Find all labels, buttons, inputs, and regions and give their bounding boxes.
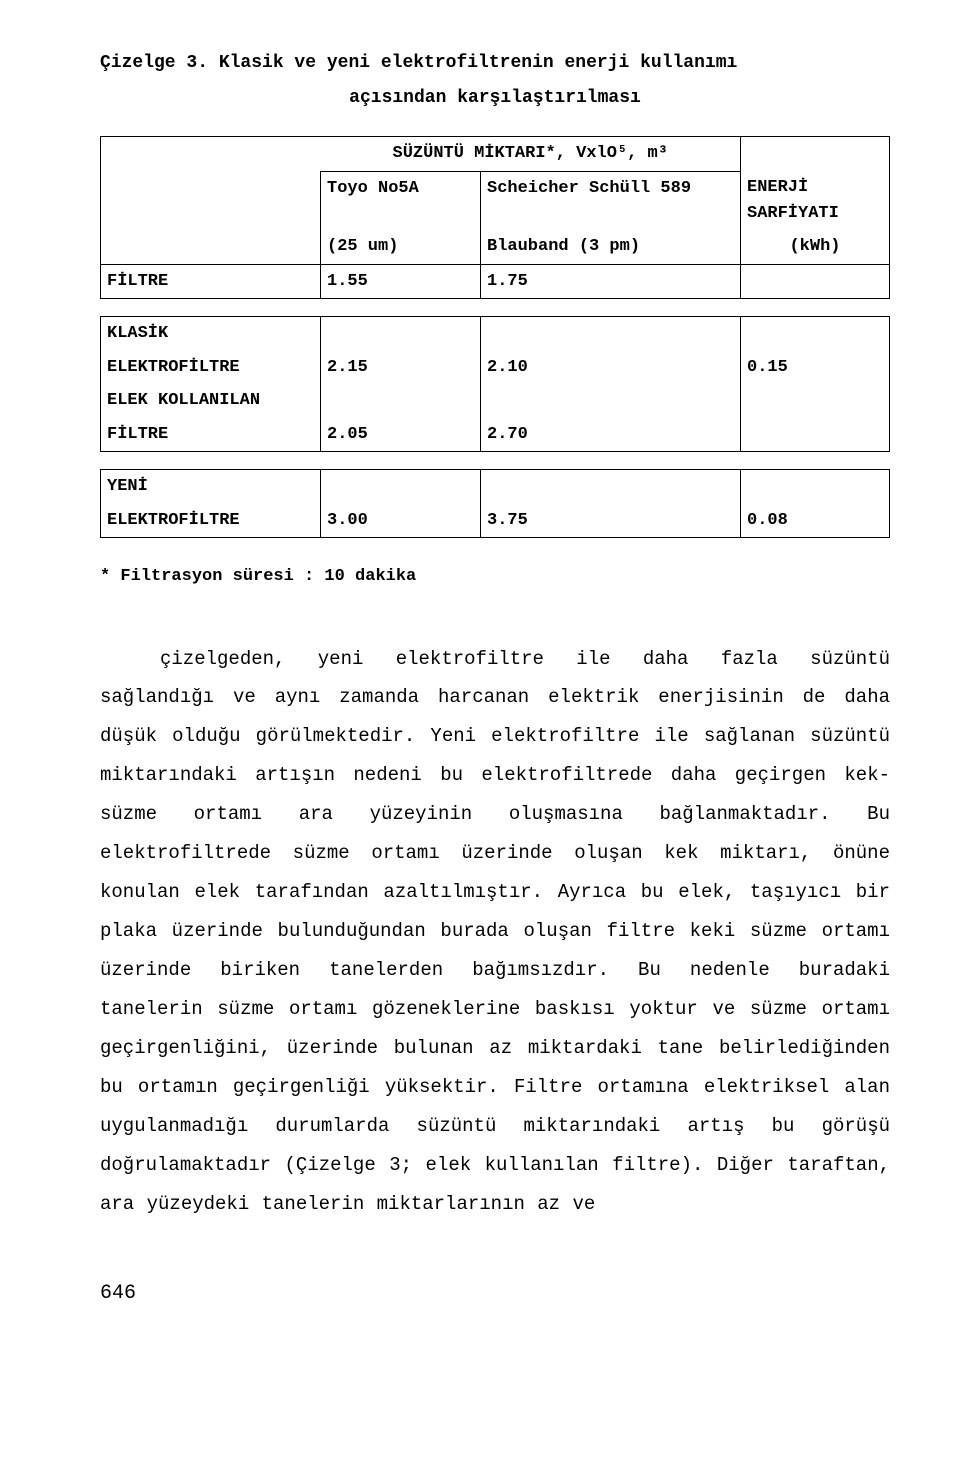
row-c1: 1.55 xyxy=(321,264,481,299)
row-label: FİLTRE xyxy=(101,418,321,452)
row-label: ELEK KOLLANILAN xyxy=(101,384,321,418)
row-c3 xyxy=(741,418,890,452)
row-c1 xyxy=(321,384,481,418)
header-col1a: Toyo No5A xyxy=(321,171,481,230)
section2-heading: KLASİK xyxy=(101,317,321,351)
header-col1b: (25 um) xyxy=(321,230,481,264)
table-row: ELEKTROFİLTRE 2.15 2.10 0.15 xyxy=(101,351,890,385)
table-caption-title: Çizelge 3. Klasik ve yeni elektrofiltren… xyxy=(100,50,890,77)
table-footnote: * Filtrasyon süresi : 10 dakika xyxy=(100,564,890,590)
header-super: SÜZÜNTÜ MİKTARI*, VxlO⁵, m³ xyxy=(321,137,741,172)
header-col3a: ENERJİ SARFİYATI xyxy=(741,171,890,230)
comparison-table: SÜZÜNTÜ MİKTARI*, VxlO⁵, m³ Toyo No5A Sc… xyxy=(100,136,890,538)
row-label: FİLTRE xyxy=(101,264,321,299)
row-c2: 3.75 xyxy=(481,504,741,538)
row-c1: 3.00 xyxy=(321,504,481,538)
table-row: FİLTRE 2.05 2.70 xyxy=(101,418,890,452)
header-col3b: (kWh) xyxy=(741,230,890,264)
header-col2a: Scheicher Schüll 589 xyxy=(481,171,741,230)
table-row: ELEKTROFİLTRE 3.00 3.75 0.08 xyxy=(101,504,890,538)
row-c2: 2.70 xyxy=(481,418,741,452)
table-row: FİLTRE 1.55 1.75 xyxy=(101,264,890,299)
row-c3 xyxy=(741,264,890,299)
row-c3 xyxy=(741,384,890,418)
page-number: 646 xyxy=(100,1279,890,1309)
row-c2 xyxy=(481,384,741,418)
row-c1: 2.05 xyxy=(321,418,481,452)
row-c2: 1.75 xyxy=(481,264,741,299)
table-row: ELEK KOLLANILAN xyxy=(101,384,890,418)
row-c2: 2.10 xyxy=(481,351,741,385)
header-col2b: Blauband (3 pm) xyxy=(481,230,741,264)
row-label: ELEKTROFİLTRE xyxy=(101,351,321,385)
row-c1: 2.15 xyxy=(321,351,481,385)
row-c3: 0.08 xyxy=(741,504,890,538)
table-caption-subtitle: açısından karşılaştırılması xyxy=(100,85,890,112)
body-paragraph: çizelgeden, yeni elektrofiltre ile daha … xyxy=(100,640,890,1224)
section3-heading: YENİ xyxy=(101,470,321,504)
row-label: ELEKTROFİLTRE xyxy=(101,504,321,538)
row-c3: 0.15 xyxy=(741,351,890,385)
